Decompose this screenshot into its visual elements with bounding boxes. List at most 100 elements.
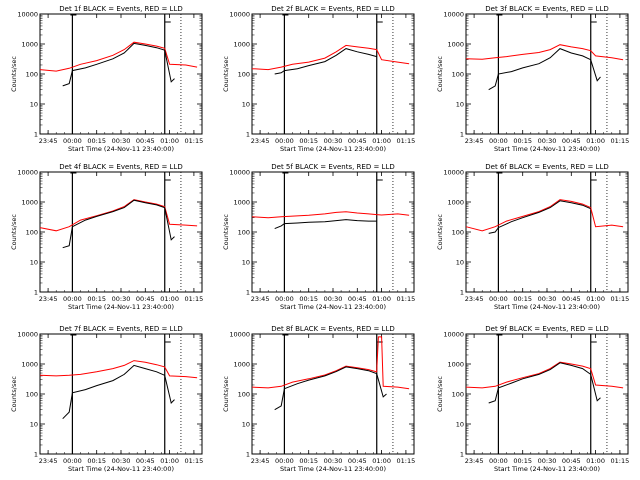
x-tick-label: 00:30 xyxy=(112,137,131,145)
x-tick-label: 23:45 xyxy=(465,295,484,303)
y-tick-label: 1 xyxy=(34,451,38,459)
events-series-line xyxy=(62,199,175,249)
x-tick-label: 00:45 xyxy=(562,295,581,303)
y-tick-label: 10000 xyxy=(17,331,38,339)
y-tick-label: 1000 xyxy=(21,361,38,369)
y-tick-label: 1000 xyxy=(233,361,250,369)
plot-title: Det 4f BLACK = Events, RED = LLD xyxy=(59,163,182,171)
x-axis-label: Start Time (24-Nov-11 23:40:00) xyxy=(280,465,386,473)
x-tick-label: 00:15 xyxy=(513,457,532,465)
y-tick-label: 1000 xyxy=(21,41,38,49)
plot-title: Det 1f BLACK = Events, RED = LLD xyxy=(59,5,182,13)
events-series-line xyxy=(488,362,601,404)
x-tick-label: 00:30 xyxy=(538,457,557,465)
lld-series-line xyxy=(39,41,198,72)
x-axis-label: Start Time (24-Nov-11 23:40:00) xyxy=(494,465,600,473)
x-axis-label: Start Time (24-Nov-11 23:40:00) xyxy=(280,303,386,311)
plot-title: Det 6f BLACK = Events, RED = LLD xyxy=(485,163,608,171)
plot-frame xyxy=(39,171,203,293)
y-axis-label: Counts/sec xyxy=(436,56,444,92)
x-axis-label: Start Time (24-Nov-11 23:40:00) xyxy=(68,303,174,311)
detector-plot: Det 1f BLACK = Events, RED = LLD 1 10 100 10… xyxy=(10,5,203,153)
x-tick-label: 00:00 xyxy=(275,137,294,145)
y-tick-label: 100 xyxy=(238,229,250,237)
plot-frame xyxy=(465,13,629,135)
y-tick-label: 100 xyxy=(26,71,38,79)
x-tick-label: 00:30 xyxy=(538,137,557,145)
y-axis-label: Counts/sec xyxy=(436,376,444,412)
plot-frame xyxy=(39,13,203,135)
x-tick-label: 01:15 xyxy=(185,457,204,465)
x-tick-label: 00:15 xyxy=(299,457,318,465)
x-tick-label: 01:00 xyxy=(372,457,391,465)
events-series-line xyxy=(488,48,601,91)
x-tick-label: 00:00 xyxy=(63,295,82,303)
x-tick-label: 01:15 xyxy=(611,295,630,303)
plot-title: Det 3f BLACK = Events, RED = LLD xyxy=(485,5,608,13)
detector-plot: Det 9f BLACK = Events, RED = LLD 1 10 100 10… xyxy=(436,325,629,473)
x-tick-label: 01:15 xyxy=(611,457,630,465)
y-tick-label: 100 xyxy=(452,71,464,79)
y-tick-label: 1 xyxy=(460,451,464,459)
y-tick-label: 100 xyxy=(238,391,250,399)
detector-plot: Det 7f BLACK = Events, RED = LLD 1 10 100 10… xyxy=(10,325,203,473)
y-tick-label: 1000 xyxy=(233,41,250,49)
x-tick-label: 00:15 xyxy=(513,295,532,303)
plot-frame xyxy=(465,333,629,455)
x-tick-label: 00:45 xyxy=(348,457,367,465)
x-tick-label: 01:15 xyxy=(397,295,416,303)
y-tick-label: 10 xyxy=(456,101,464,109)
x-tick-label: 00:45 xyxy=(348,295,367,303)
y-tick-label: 10 xyxy=(456,421,464,429)
plot-title: Det 8f BLACK = Events, RED = LLD xyxy=(271,325,394,333)
events-series-line xyxy=(488,200,591,234)
y-tick-label: 10000 xyxy=(443,331,464,339)
x-tick-label: 00:30 xyxy=(112,457,131,465)
x-tick-label: 01:00 xyxy=(372,295,391,303)
y-axis-label: Counts/sec xyxy=(222,214,230,250)
y-tick-label: 100 xyxy=(26,391,38,399)
x-tick-label: 00:30 xyxy=(538,295,557,303)
detector-plot: Det 5f BLACK = Events, RED = LLD 1 10 100 10… xyxy=(222,163,415,311)
events-series-line xyxy=(274,366,387,411)
x-tick-label: 23:45 xyxy=(251,457,270,465)
events-series-line xyxy=(274,219,377,230)
x-tick-label: 00:45 xyxy=(136,295,155,303)
events-series-line xyxy=(62,364,175,420)
y-tick-label: 10000 xyxy=(17,11,38,19)
x-tick-label: 00:00 xyxy=(63,457,82,465)
x-tick-label: 01:00 xyxy=(160,295,179,303)
detector-plot: Det 2f BLACK = Events, RED = LLD 1 10 100 10… xyxy=(222,5,415,153)
y-axis-label: Counts/sec xyxy=(436,214,444,250)
x-tick-label: 01:15 xyxy=(185,295,204,303)
y-axis-label: Counts/sec xyxy=(10,376,18,412)
y-tick-label: 1000 xyxy=(233,199,250,207)
x-tick-label: 00:30 xyxy=(324,457,343,465)
x-tick-label: 00:45 xyxy=(562,457,581,465)
x-tick-label: 00:45 xyxy=(136,137,155,145)
lld-series-line xyxy=(39,199,198,232)
x-tick-label: 00:45 xyxy=(562,137,581,145)
x-tick-label: 00:15 xyxy=(299,137,318,145)
detector-plot: Det 3f BLACK = Events, RED = LLD 1 10 100 10… xyxy=(436,5,629,153)
x-tick-label: 00:45 xyxy=(348,137,367,145)
y-tick-label: 1 xyxy=(34,131,38,139)
x-axis-label: Start Time (24-Nov-11 23:40:00) xyxy=(494,303,600,311)
x-tick-label: 00:30 xyxy=(324,295,343,303)
x-tick-label: 01:00 xyxy=(372,137,391,145)
y-tick-label: 10 xyxy=(242,421,250,429)
y-tick-label: 10000 xyxy=(229,169,250,177)
y-tick-label: 1 xyxy=(34,289,38,297)
x-tick-label: 00:00 xyxy=(63,137,82,145)
x-tick-label: 00:00 xyxy=(275,457,294,465)
x-tick-label: 23:45 xyxy=(251,137,270,145)
y-tick-label: 10 xyxy=(30,421,38,429)
x-tick-label: 00:45 xyxy=(136,457,155,465)
x-tick-label: 23:45 xyxy=(39,137,58,145)
x-tick-label: 00:15 xyxy=(87,295,106,303)
x-tick-label: 23:45 xyxy=(39,295,58,303)
y-tick-label: 10 xyxy=(30,101,38,109)
x-tick-label: 00:15 xyxy=(87,137,106,145)
y-tick-label: 1 xyxy=(460,289,464,297)
plot-frame xyxy=(39,333,203,455)
